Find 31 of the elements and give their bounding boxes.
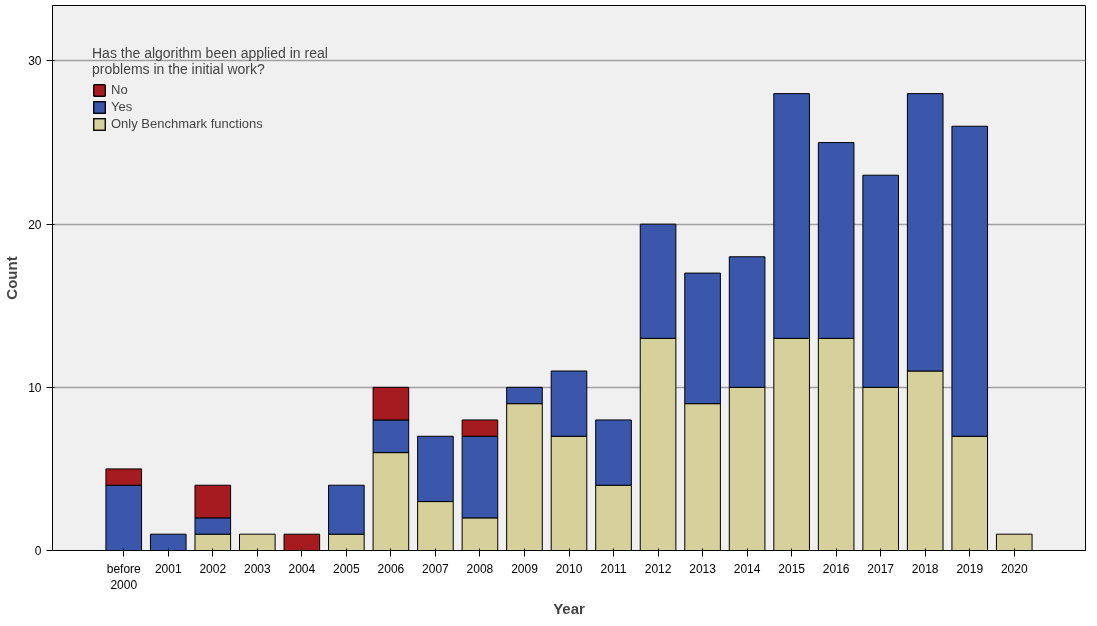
x-tick-label: 2002 — [199, 561, 227, 576]
y-tick-label: 20 — [28, 217, 42, 232]
x-tick-label: 2001 — [154, 561, 182, 576]
x-tick-label: 2018 — [911, 561, 939, 576]
x-tick-label: before 2000 — [106, 561, 142, 593]
x-tick-label: 2010 — [555, 561, 583, 576]
x-tick-label: 2008 — [466, 561, 494, 576]
x-tick-label: 2011 — [600, 561, 627, 576]
x-tick-label: 2003 — [243, 561, 271, 576]
x-tick-label: 2013 — [689, 561, 717, 576]
x-tick-label: 2012 — [644, 561, 672, 576]
y-tick-label: 10 — [28, 380, 42, 395]
x-tick-label: 2017 — [867, 561, 895, 576]
legend-label: Yes — [111, 99, 133, 114]
y-tick-label: 30 — [28, 54, 42, 69]
y-tick-label: 0 — [34, 544, 42, 558]
x-tick-label: 2019 — [956, 561, 984, 576]
x-tick-label: 2005 — [333, 561, 361, 576]
x-tick-label: 2016 — [822, 561, 850, 576]
x-tick-label: 2014 — [733, 561, 761, 576]
x-axis-title: Year — [553, 600, 586, 618]
x-tick-label: 2015 — [778, 561, 806, 576]
legend-label: Only Benchmark functions — [111, 116, 263, 131]
x-tick-label: 2009 — [511, 561, 539, 576]
legend-title: Has the algorithm been applied in real problems in the initial work? — [92, 45, 328, 77]
x-tick-label: 2004 — [288, 561, 316, 576]
x-tick-label: 2007 — [422, 561, 450, 576]
legend-label: No — [111, 82, 129, 97]
y-axis-title: Count — [3, 256, 21, 300]
x-tick-label: 2006 — [377, 561, 405, 576]
x-tick-label: 2020 — [1000, 561, 1028, 576]
